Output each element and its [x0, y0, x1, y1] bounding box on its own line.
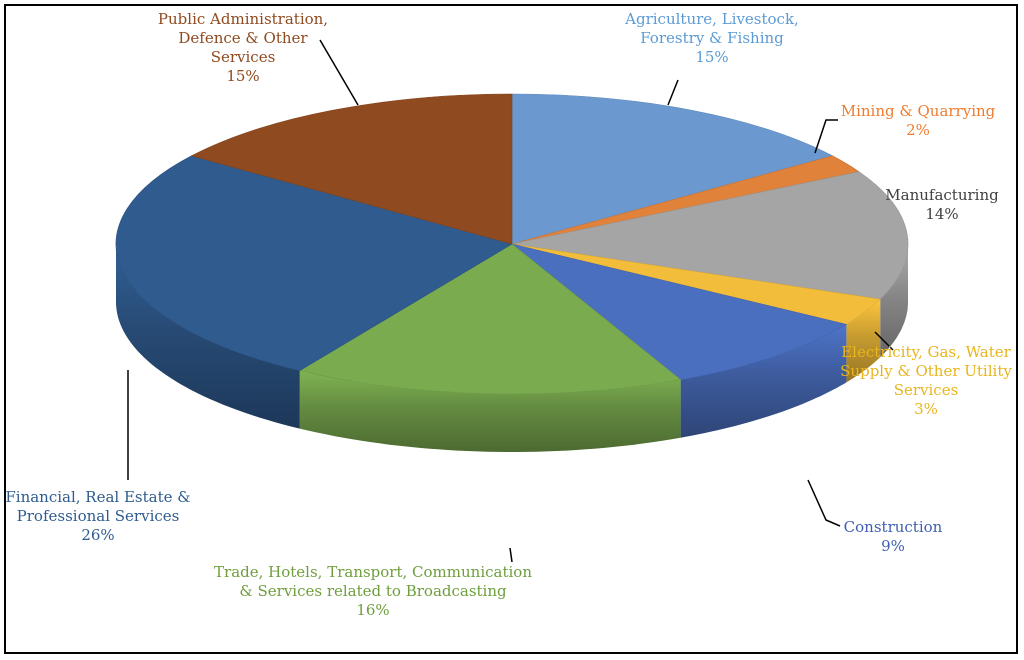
slice-label-line: Trade, Hotels, Transport, Communication	[214, 563, 532, 581]
slice-label-3: Electricity, Gas, Water Supply & Other Ut…	[826, 343, 1024, 419]
slice-label-6: Financial, Real Estate & Professional Ser…	[0, 488, 213, 545]
slice-value: 14%	[925, 205, 959, 223]
slice-side-6	[116, 244, 300, 429]
slice-label-line: Services	[210, 48, 276, 66]
slice-label-line: Public Administration,	[157, 10, 329, 28]
slice-value: 26%	[81, 526, 115, 544]
slice-label-1: Mining & Quarrying 2%	[818, 102, 1018, 140]
slice-label-7: Public Administration, Defence & Other Ser…	[133, 10, 353, 86]
slice-label-line: Construction	[843, 518, 943, 536]
slice-value: 15%	[695, 48, 729, 66]
slice-label-line: Manufacturing	[885, 186, 999, 204]
slice-label-line: Professional Services	[16, 507, 180, 525]
slice-label-line: Forestry & Fishing	[640, 29, 784, 47]
leader-line-1	[814, 119, 838, 154]
slice-label-4: Construction 9%	[813, 518, 973, 556]
slice-value: 2%	[906, 121, 930, 139]
slice-top-6	[115, 155, 513, 371]
slice-label-5: Trade, Hotels, Transport, Communication &…	[193, 563, 553, 620]
slice-label-line: Financial, Real Estate &	[5, 488, 191, 506]
slice-label-line: Agriculture, Livestock,	[625, 10, 799, 28]
slice-label-0: Agriculture, Livestock, Forestry & Fishin…	[592, 10, 832, 67]
slice-value: 15%	[226, 67, 260, 85]
leader-lines	[127, 39, 894, 563]
leader-line-6	[319, 39, 359, 106]
leader-line-3	[807, 479, 841, 527]
slice-label-line: Mining & Quarrying	[840, 102, 996, 120]
slice-label-line: Supply & Other Utility	[840, 362, 1012, 380]
slice-top-0	[511, 93, 834, 245]
slice-side-4	[680, 324, 847, 438]
slice-label-line: Defence & Other	[178, 29, 308, 47]
slice-label-line: Services	[893, 381, 959, 399]
slice-value: 16%	[356, 601, 390, 619]
pie-sides	[116, 244, 908, 452]
leader-line-2	[874, 331, 894, 351]
leader-line-4	[509, 547, 513, 563]
slice-top-5	[299, 243, 682, 395]
slice-label-2: Manufacturing 14%	[842, 186, 1024, 224]
slice-side-3	[846, 299, 881, 383]
slice-top-2	[511, 171, 909, 300]
leader-line-0	[667, 79, 679, 106]
slice-top-4	[511, 243, 848, 381]
slice-top-7	[190, 93, 513, 245]
slice-value: 3%	[914, 400, 938, 418]
slice-label-line: Electricity, Gas, Water	[841, 343, 1011, 361]
slice-value: 9%	[881, 537, 905, 555]
pie-tops	[115, 93, 909, 395]
slice-side-5	[299, 370, 681, 452]
slice-label-line: & Services related to Broadcasting	[239, 582, 507, 600]
